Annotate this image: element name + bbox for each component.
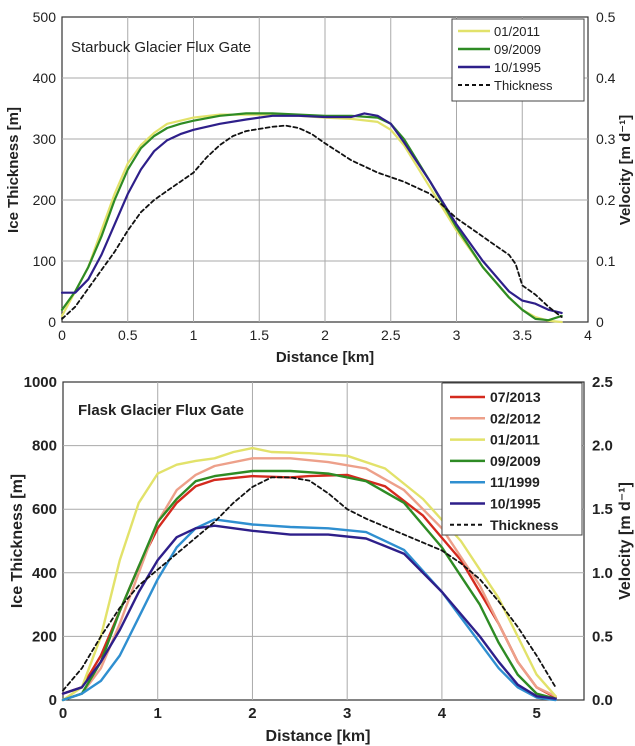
ticks: 0 0.5 1 1.5 2 2.5 3 3.5 4010020030040050000.10.2… xyxy=(33,9,616,343)
legend-label: 10/1995 xyxy=(490,496,541,512)
y-tick-label: 500 xyxy=(33,9,57,25)
x-tick-label: 3 xyxy=(343,705,351,722)
series-line-thickness xyxy=(61,124,563,320)
y-tick-label: 1000 xyxy=(24,374,57,391)
legend-label: Thickness xyxy=(494,78,553,93)
y-tick-label: 200 xyxy=(33,192,57,208)
series-line-10-1995 xyxy=(60,112,563,314)
series-group xyxy=(60,112,563,324)
y2-tick-label: 0.5 xyxy=(592,628,613,645)
x-tick-label: 3 xyxy=(453,327,461,343)
legend-label: 11/1999 xyxy=(490,474,540,490)
legend-label: 01/2011 xyxy=(494,24,540,39)
x-tick-label: 3.5 xyxy=(513,327,533,343)
y-tick-label: 800 xyxy=(32,438,57,455)
x-tick-label: 2 xyxy=(248,705,256,722)
ticks: 0 1 2 3 4 5 0 200 400 600 800 1000 0.0 0.5 1.0 1.5 2.0 2.… xyxy=(24,374,613,722)
series-line-01-2011 xyxy=(61,446,557,702)
x-tick-label: 1 xyxy=(154,705,162,722)
legend: 07/2013 02/2012 01/2011 09/2009 11/1999 10/19… xyxy=(441,382,583,536)
x-tick-label: 0 xyxy=(58,327,66,343)
x-tick-label: 4 xyxy=(584,327,592,343)
chart-title: Starbuck Glacier Flux Gate xyxy=(71,39,251,56)
series-line-02-2012 xyxy=(61,457,557,702)
y2-tick-label: 1.5 xyxy=(592,501,613,518)
y2-tick-label: 0 xyxy=(596,314,604,330)
legend-label: 10/1995 xyxy=(494,60,541,75)
x-tick-label: 2.5 xyxy=(381,327,401,343)
legend-box xyxy=(451,18,585,102)
legend: 01/2011 09/2009 10/1995 Thickness xyxy=(451,18,585,102)
y-tick-label: 0 xyxy=(48,314,56,330)
y-tick-label: 0 xyxy=(49,692,57,709)
y2-tick-label: 2.0 xyxy=(592,438,613,455)
y2-tick-label: 0.2 xyxy=(596,192,616,208)
y-tick-label: 600 xyxy=(32,501,57,518)
series-line-09-2009 xyxy=(60,112,563,322)
y-axis-label: Ice Thickness [m] xyxy=(9,474,26,608)
y-tick-label: 400 xyxy=(32,565,57,582)
y2-tick-label: 0.3 xyxy=(596,131,616,147)
x-axis-label: Distance [km] xyxy=(266,728,371,745)
y2-tick-label: 0.4 xyxy=(596,70,616,86)
y2-tick-label: 1.0 xyxy=(592,565,613,582)
y-tick-label: 300 xyxy=(33,131,57,147)
x-tick-label: 0 xyxy=(59,705,67,722)
x-tick-label: 5 xyxy=(532,705,540,722)
legend-label: 09/2009 xyxy=(494,42,541,57)
x-tick-label: 0.5 xyxy=(118,327,138,343)
y-tick-label: 400 xyxy=(33,70,57,86)
legend-label: 09/2009 xyxy=(490,453,541,469)
x-tick-label: 1 xyxy=(190,327,198,343)
x-tick-label: 1.5 xyxy=(250,327,270,343)
x-tick-label: 2 xyxy=(321,327,329,343)
series-line-11-1999 xyxy=(61,518,557,702)
legend-label: 01/2011 xyxy=(490,432,540,448)
y2-axis-label: Velocity [m d⁻¹] xyxy=(617,482,634,600)
y2-tick-label: 0.1 xyxy=(596,253,616,269)
y2-tick-label: 2.5 xyxy=(592,374,613,391)
legend-label: Thickness xyxy=(490,517,559,533)
x-tick-label: 4 xyxy=(438,705,447,722)
series-line-thickness xyxy=(62,476,557,692)
y-axis-label: Ice Thickness [m] xyxy=(5,107,22,233)
y2-axis-label: Velocity [m d⁻¹] xyxy=(617,115,634,225)
y-tick-label: 100 xyxy=(33,253,57,269)
x-axis-label: Distance [km] xyxy=(276,349,374,366)
series-line-10-1995 xyxy=(61,524,557,700)
series-group xyxy=(61,446,557,702)
y-tick-label: 200 xyxy=(32,628,57,645)
chart-title: Flask Glacier Flux Gate xyxy=(78,402,244,419)
starbuck-chart: 0 0.5 1 1.5 2 2.5 3 3.5 4010020030040050000.10.2… xyxy=(5,9,634,366)
legend-label: 02/2012 xyxy=(490,410,541,426)
y2-tick-label: 0.5 xyxy=(596,9,616,25)
y2-tick-label: 0.0 xyxy=(592,692,613,709)
flask-chart: 0 1 2 3 4 5 0 200 400 600 800 1000 0.0 0.5 1.0 1.5 2.0 2.… xyxy=(9,374,634,745)
legend-box xyxy=(441,382,583,536)
legend-label: 07/2013 xyxy=(490,389,541,405)
